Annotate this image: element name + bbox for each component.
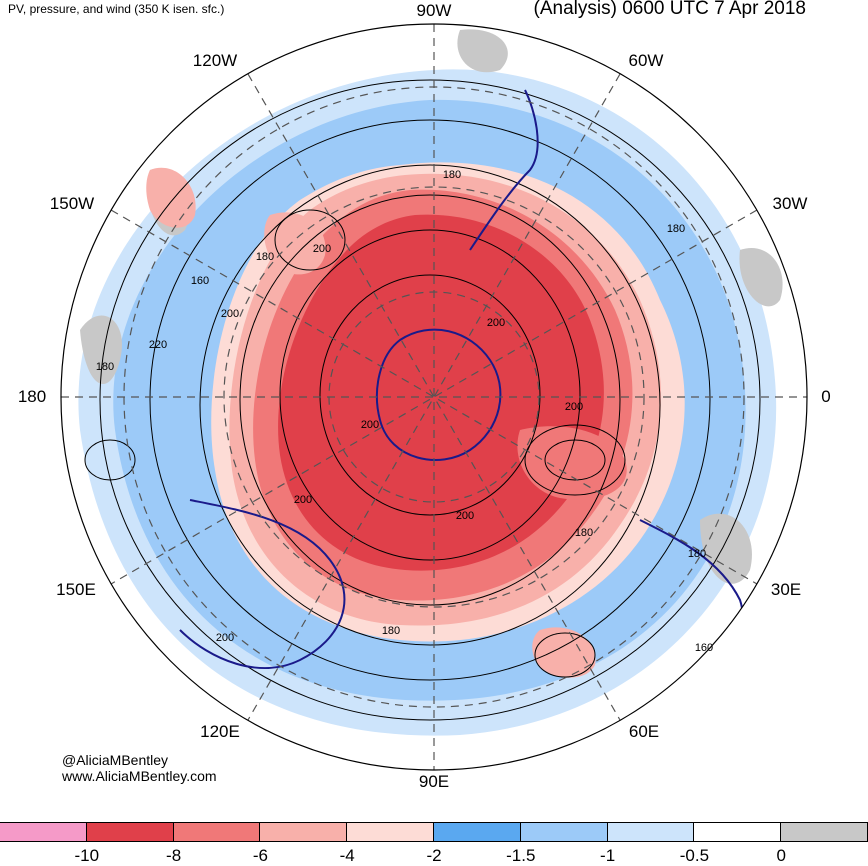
- pv-lobe: [146, 167, 196, 228]
- colorbar-tick-label: -1.5: [506, 846, 536, 865]
- contour-label: 200: [456, 510, 474, 522]
- longitude-label-150e: 150E: [56, 580, 96, 599]
- map-subtitle: (Analysis) 0600 UTC 7 Apr 2018: [533, 0, 806, 19]
- contour-label: 200: [221, 308, 239, 320]
- pv-lobe: [532, 627, 596, 678]
- colorbar-swatch: [85, 822, 174, 842]
- contour-label: 200: [294, 494, 312, 506]
- colorbar-tick-label: -8: [166, 846, 182, 865]
- longitude-label-90w: 90W: [416, 1, 452, 20]
- colorbar-tick-label: -1: [600, 846, 616, 865]
- contour-label: 160: [191, 275, 209, 287]
- longitude-label-90e: 90E: [418, 772, 450, 791]
- contour-label: 220: [149, 339, 167, 351]
- coastline: [469, 89, 539, 251]
- polar-map: 180 200 180 160 200 220 180 200 200 200 …: [60, 23, 808, 771]
- pv-grey-patch: [80, 315, 122, 384]
- contour-label: 200: [487, 317, 505, 329]
- coastline: [376, 328, 502, 461]
- contour-label: 200: [313, 243, 331, 255]
- longitude-label-30w: 30W: [772, 194, 808, 213]
- contour-label: 180: [667, 223, 685, 235]
- contour-label: 200: [216, 632, 234, 644]
- contour-label: 180: [256, 251, 274, 263]
- contour-label: 200: [565, 401, 583, 413]
- colorbar-tick-label: -0.5: [679, 846, 710, 865]
- colorbar-swatch: [780, 822, 868, 842]
- colorbar-swatch: [606, 822, 695, 842]
- contour-label: 160: [695, 642, 713, 654]
- contour-label: 180: [688, 548, 706, 560]
- longitude-label-120e: 120E: [200, 722, 240, 741]
- coastline: [179, 499, 346, 669]
- pv-lobe: [517, 426, 627, 500]
- colorbar-tick-label: -2: [426, 846, 442, 865]
- colorbar-swatch: [519, 822, 608, 842]
- contour-label: 180: [575, 527, 593, 539]
- colorbar-tick-label: -4: [339, 846, 355, 865]
- colorbar-swatch: [346, 822, 434, 842]
- colorbar-tick-label: -10: [74, 846, 100, 865]
- longitude-label-30e: 30E: [770, 580, 802, 599]
- credit-handle: @AliciaMBentley: [62, 752, 169, 768]
- longitude-label-120w: 120W: [192, 51, 238, 70]
- longitude-label-150w: 150W: [49, 194, 95, 213]
- contour-label: 180: [443, 169, 461, 181]
- contour-label: 200: [361, 419, 379, 431]
- longitude-label-60e: 60E: [628, 722, 660, 741]
- longitude-label-180: 180: [17, 387, 47, 406]
- contour-label: 180: [96, 361, 114, 373]
- credit-website: www.AliciaMBentley.com: [62, 768, 217, 784]
- credit-block: @AliciaMBentley www.AliciaMBentley.com: [62, 752, 217, 784]
- pv-grey-patch: [739, 248, 783, 307]
- colorbar-swatch: [693, 822, 782, 842]
- longitude-label-0: 0: [821, 387, 831, 406]
- colorbar-tick-label: 0: [776, 846, 786, 865]
- colorbar-swatch: [259, 822, 348, 842]
- pv-grey-patch: [457, 29, 508, 73]
- longitude-label-60w: 60W: [628, 51, 664, 70]
- map-title: PV, pressure, and wind (350 K isen. sfc.…: [8, 2, 225, 16]
- colorbar: [0, 822, 868, 842]
- contour-label: 180: [382, 625, 400, 637]
- colorbar-tick-label: -6: [252, 846, 268, 865]
- colorbar-swatch: [172, 822, 261, 842]
- colorbar-swatch: [0, 822, 87, 842]
- colorbar-swatch: [432, 822, 521, 842]
